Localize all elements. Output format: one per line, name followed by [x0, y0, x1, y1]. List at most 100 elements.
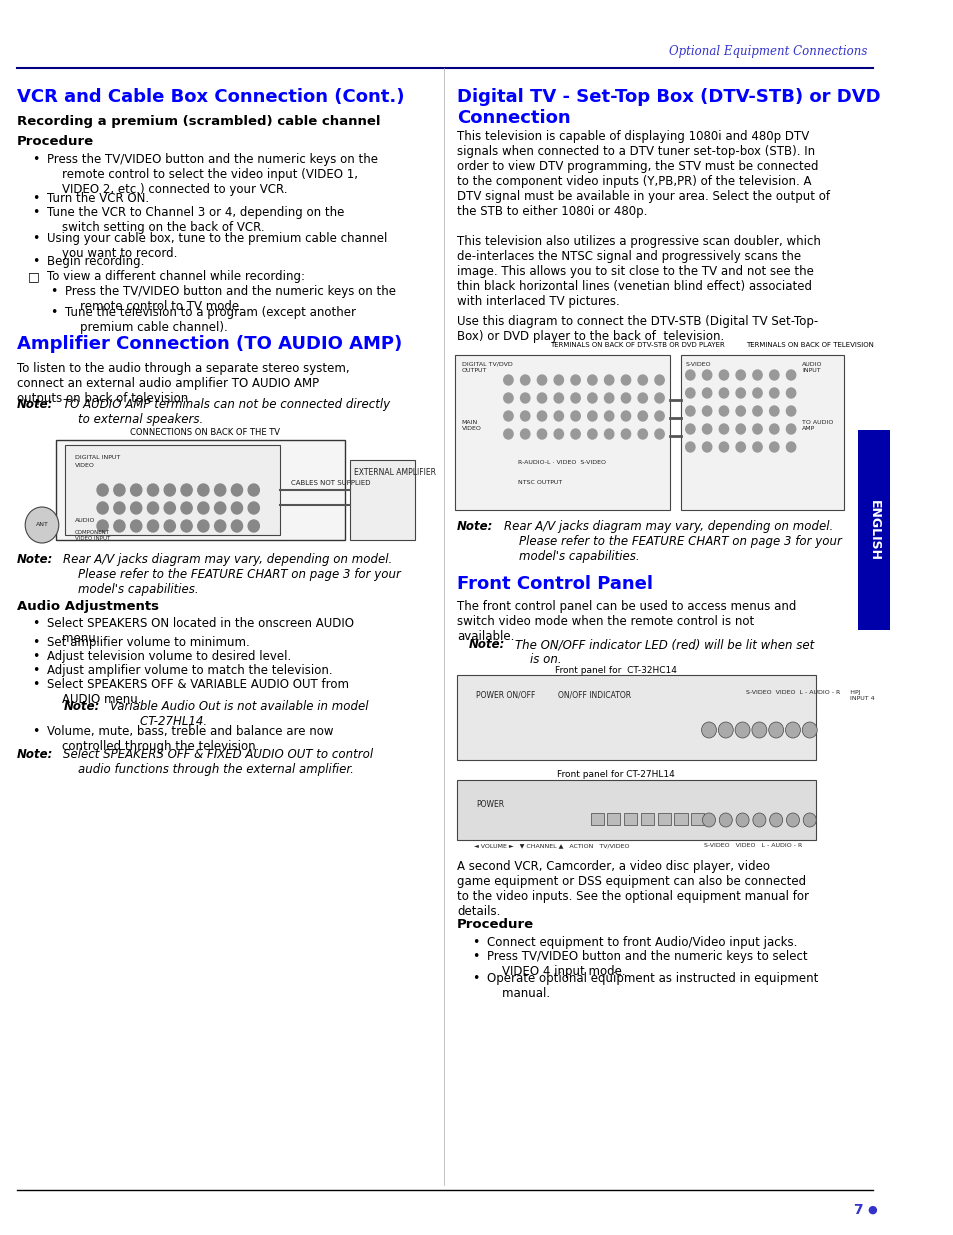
Circle shape: [752, 442, 761, 452]
Text: Press the TV/VIDEO button and the numeric keys on the
    remote control to TV m: Press the TV/VIDEO button and the numeri…: [65, 285, 395, 312]
Circle shape: [620, 429, 630, 438]
Text: •: •: [472, 972, 479, 986]
Text: The front control panel can be used to access menus and
switch video mode when t: The front control panel can be used to a…: [456, 600, 796, 643]
Text: Use this diagram to connect the DTV-STB (Digital TV Set-Top-
Box) or DVD player : Use this diagram to connect the DTV-STB …: [456, 315, 818, 343]
Text: Select SPEAKERS OFF & FIXED AUDIO OUT to control
    audio functions through the: Select SPEAKERS OFF & FIXED AUDIO OUT to…: [63, 748, 374, 776]
Circle shape: [654, 411, 663, 421]
Circle shape: [587, 429, 597, 438]
Circle shape: [620, 393, 630, 403]
Text: Note:: Note:: [63, 700, 100, 713]
Text: ◄ VOLUME ►   ▼ CHANNEL ▲   ACTION   TV/VIDEO: ◄ VOLUME ► ▼ CHANNEL ▲ ACTION TV/VIDEO: [474, 844, 629, 848]
Circle shape: [131, 501, 142, 514]
Circle shape: [214, 501, 226, 514]
Circle shape: [785, 388, 795, 398]
Circle shape: [148, 501, 158, 514]
Circle shape: [701, 442, 711, 452]
Circle shape: [785, 424, 795, 433]
Circle shape: [570, 429, 579, 438]
Circle shape: [784, 722, 800, 739]
Text: Note:: Note:: [456, 520, 493, 534]
Circle shape: [719, 388, 728, 398]
Circle shape: [113, 484, 125, 496]
Circle shape: [736, 813, 748, 827]
Circle shape: [554, 375, 563, 385]
Text: AUDIO
INPUT: AUDIO INPUT: [801, 362, 821, 373]
Circle shape: [604, 375, 613, 385]
Text: •: •: [31, 650, 39, 663]
Text: To view a different channel while recording:: To view a different channel while record…: [47, 270, 304, 283]
Circle shape: [785, 813, 799, 827]
Circle shape: [752, 406, 761, 416]
Circle shape: [768, 722, 782, 739]
Text: Operate optional equipment as instructed in equipment
    manual.: Operate optional equipment as instructed…: [486, 972, 818, 1000]
Circle shape: [701, 424, 711, 433]
Text: •: •: [31, 206, 39, 219]
Circle shape: [785, 370, 795, 380]
Circle shape: [520, 429, 529, 438]
Circle shape: [701, 813, 715, 827]
Circle shape: [181, 520, 192, 532]
Text: •: •: [31, 254, 39, 268]
Circle shape: [520, 393, 529, 403]
Text: The ON/OFF indicator LED (red) will be lit when set
    is on.: The ON/OFF indicator LED (red) will be l…: [515, 638, 813, 666]
Text: Front Control Panel: Front Control Panel: [456, 576, 653, 593]
Circle shape: [503, 429, 513, 438]
Circle shape: [248, 501, 259, 514]
Bar: [680, 354, 843, 510]
Circle shape: [537, 411, 546, 421]
FancyBboxPatch shape: [56, 440, 345, 540]
Circle shape: [181, 501, 192, 514]
Circle shape: [752, 370, 761, 380]
Circle shape: [718, 722, 733, 739]
Text: DIGITAL TV/DVD
OUTPUT: DIGITAL TV/DVD OUTPUT: [461, 362, 512, 373]
FancyBboxPatch shape: [456, 781, 816, 840]
Circle shape: [719, 442, 728, 452]
Text: A second VCR, Camcorder, a video disc player, video
game equipment or DSS equipm: A second VCR, Camcorder, a video disc pl…: [456, 860, 808, 918]
Text: Note:: Note:: [17, 553, 53, 566]
Circle shape: [97, 501, 108, 514]
Circle shape: [736, 442, 744, 452]
Text: Amplifier Connection (TO AUDIO AMP): Amplifier Connection (TO AUDIO AMP): [17, 335, 401, 353]
Text: Tune the television to a program (except another
    premium cable channel).: Tune the television to a program (except…: [65, 306, 355, 333]
Circle shape: [700, 722, 716, 739]
Circle shape: [148, 520, 158, 532]
Circle shape: [197, 520, 209, 532]
Text: Audio Adjustments: Audio Adjustments: [17, 600, 158, 613]
Text: TO AUDIO AMP terminals can not be connected directly
    to external speakers.: TO AUDIO AMP terminals can not be connec…: [63, 398, 390, 426]
Text: Connect equipment to front Audio/Video input jacks.: Connect equipment to front Audio/Video i…: [486, 936, 797, 948]
Text: To listen to the audio through a separate stereo system,
connect an external aud: To listen to the audio through a separat…: [17, 362, 349, 405]
Text: MAIN
VIDEO: MAIN VIDEO: [461, 420, 481, 431]
Circle shape: [685, 406, 695, 416]
Circle shape: [752, 813, 765, 827]
Circle shape: [638, 411, 647, 421]
Text: NTSC OUTPUT: NTSC OUTPUT: [517, 480, 561, 485]
Circle shape: [685, 424, 695, 433]
Circle shape: [752, 388, 761, 398]
Text: Select SPEAKERS OFF & VARIABLE AUDIO OUT from
    AUDIO menu.: Select SPEAKERS OFF & VARIABLE AUDIO OUT…: [47, 678, 348, 706]
Text: Note:: Note:: [17, 748, 53, 761]
Circle shape: [620, 375, 630, 385]
Text: VCR and Cable Box Connection (Cont.): VCR and Cable Box Connection (Cont.): [17, 88, 404, 106]
Bar: [607, 813, 619, 825]
Text: ●: ●: [866, 1205, 877, 1215]
Text: •: •: [31, 678, 39, 692]
Circle shape: [769, 424, 779, 433]
Text: ANT: ANT: [35, 522, 49, 527]
Circle shape: [520, 375, 529, 385]
Circle shape: [131, 520, 142, 532]
Text: TERMINALS ON BACK OF TELEVISION: TERMINALS ON BACK OF TELEVISION: [745, 342, 873, 348]
Text: ENGLISH: ENGLISH: [866, 499, 880, 561]
Text: CABLES NOT SUPPLIED: CABLES NOT SUPPLIED: [291, 480, 370, 487]
Circle shape: [736, 370, 744, 380]
Circle shape: [638, 393, 647, 403]
Circle shape: [503, 393, 513, 403]
Text: •: •: [31, 725, 39, 739]
Bar: [858, 430, 889, 630]
Text: Note:: Note:: [17, 398, 53, 411]
Text: S-VIDEO   VIDEO   L - AUDIO - R: S-VIDEO VIDEO L - AUDIO - R: [703, 844, 801, 848]
Text: Variable Audio Out is not available in model
        CT-27HL14.: Variable Audio Out is not available in m…: [110, 700, 368, 727]
Circle shape: [232, 501, 242, 514]
Text: Optional Equipment Connections: Optional Equipment Connections: [668, 46, 866, 58]
Circle shape: [537, 375, 546, 385]
Circle shape: [164, 501, 175, 514]
